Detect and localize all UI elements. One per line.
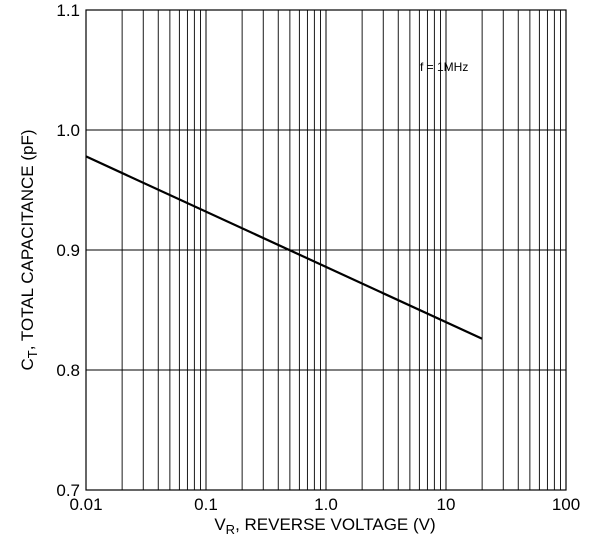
x-axis-label-main: V (214, 515, 226, 534)
x-axis-label-rest: , REVERSE VOLTAGE (V) (235, 515, 436, 534)
y-tick-label: 1.0 (56, 121, 80, 140)
y-axis-label-rest: , TOTAL CAPACITANCE (pF) (18, 130, 37, 351)
y-axis-label-main: C (18, 358, 37, 370)
x-tick-label: 1.0 (314, 495, 338, 514)
x-axis-label: VR, REVERSE VOLTAGE (V) (214, 515, 435, 537)
y-tick-label: 0.8 (56, 361, 80, 380)
x-tick-label: 0.1 (194, 495, 218, 514)
x-tick-label: 10 (437, 495, 456, 514)
x-tick-labels: 0.01 0.1 1.0 10 100 (69, 495, 580, 514)
grid (86, 10, 566, 490)
x-axis-label-subscript: R (226, 522, 235, 537)
y-tick-labels: 0.7 0.8 0.9 1.0 1.1 (56, 1, 80, 500)
frequency-annotation: f = 1MHz (420, 60, 468, 74)
x-tick-label: 100 (552, 495, 580, 514)
y-axis-label: CT, TOTAL CAPACITANCE (pF) (18, 130, 40, 371)
x-tick-label: 0.01 (69, 495, 102, 514)
y-axis-label-subscript: T (25, 350, 40, 358)
series-curves (85, 155, 483, 340)
y-tick-label: 0.7 (56, 481, 80, 500)
plot-frame (85, 9, 567, 491)
y-tick-label: 1.1 (56, 1, 80, 20)
capacitance-curve (85, 155, 483, 340)
y-tick-label: 0.9 (56, 241, 80, 260)
